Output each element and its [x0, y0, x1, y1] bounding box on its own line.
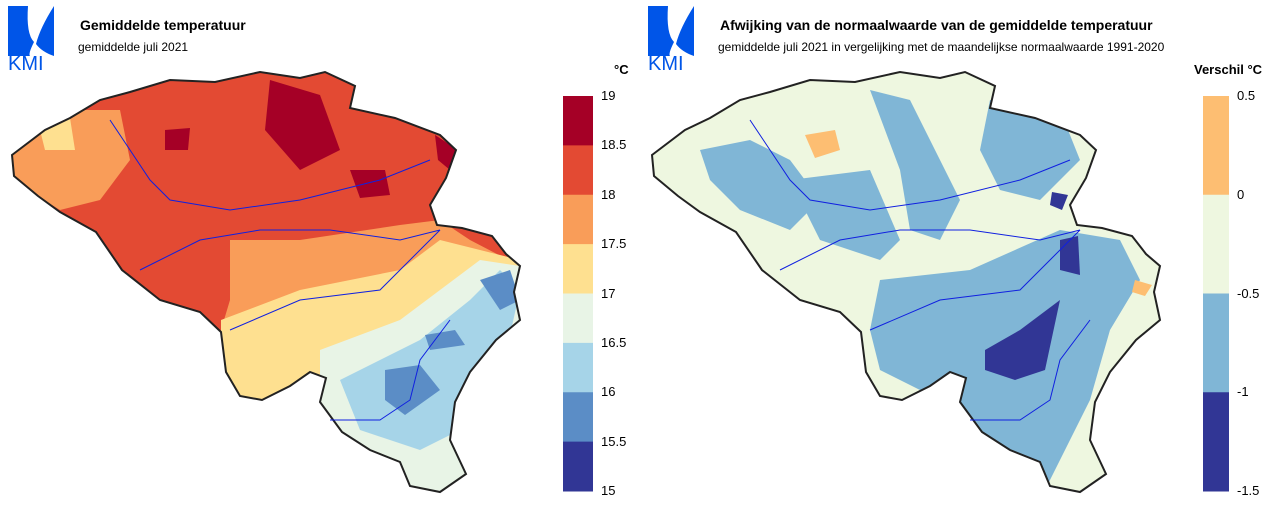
- left-title: Gemiddelde temperatuur: [80, 17, 246, 33]
- legend-tick-label: 0.5: [1237, 88, 1256, 103]
- kmi-logo: KMI: [6, 4, 56, 72]
- legend-tick-label: 0: [1237, 186, 1245, 202]
- right-title: Afwijking van de normaalwaarde van de ge…: [720, 17, 1153, 33]
- legend-swatch: [1203, 293, 1229, 393]
- anomaly-map-group: [651, 71, 1161, 493]
- logo-text: KMI: [648, 53, 684, 72]
- legend-swatch: [563, 96, 593, 146]
- kmi-logo-right: KMI: [646, 4, 696, 72]
- legend-tick-label: 18: [601, 186, 616, 202]
- legend-swatch: [563, 244, 593, 294]
- legend-tick-label: 17.5: [601, 236, 627, 252]
- legend-tick-label: 15: [601, 483, 616, 498]
- temperature-legend-bar: [563, 96, 593, 492]
- left-legend-unit: °C: [614, 62, 629, 77]
- legend-swatch: [563, 145, 593, 196]
- temperature-map: [12, 72, 520, 492]
- legend-tick-label: 18.5: [601, 137, 627, 153]
- legend-swatch: [563, 392, 593, 443]
- logo-text: KMI: [8, 53, 44, 72]
- anomaly-legend-bar: [1203, 96, 1229, 492]
- legend-tick-label: -1.5: [1237, 483, 1260, 498]
- rivers: [109, 119, 451, 421]
- legend-swatch: [563, 194, 593, 245]
- legend-tick-label: -1: [1237, 384, 1249, 400]
- right-legend-unit: Verschil °C: [1194, 62, 1263, 77]
- legend-swatch: [563, 342, 593, 393]
- legend-tick-label: 16.5: [601, 334, 627, 350]
- legend-swatch: [1203, 96, 1229, 196]
- legend-tick-label: 17: [601, 285, 616, 301]
- right-subtitle: gemiddelde juli 2021 in vergelijking met…: [718, 40, 1165, 54]
- left-subtitle: gemiddelde juli 2021: [78, 40, 189, 54]
- legend-swatch: [1203, 194, 1229, 294]
- legend-tick-label: 15.5: [601, 433, 627, 449]
- legend-tick-label: 16: [601, 384, 616, 400]
- legend-tick-label: 19: [601, 88, 616, 103]
- legend-swatch: [563, 441, 593, 492]
- anomaly-map: [652, 72, 1160, 492]
- legend-tick-label: -0.5: [1237, 285, 1260, 301]
- legend-swatch: [1203, 392, 1229, 492]
- legend-swatch: [563, 293, 593, 344]
